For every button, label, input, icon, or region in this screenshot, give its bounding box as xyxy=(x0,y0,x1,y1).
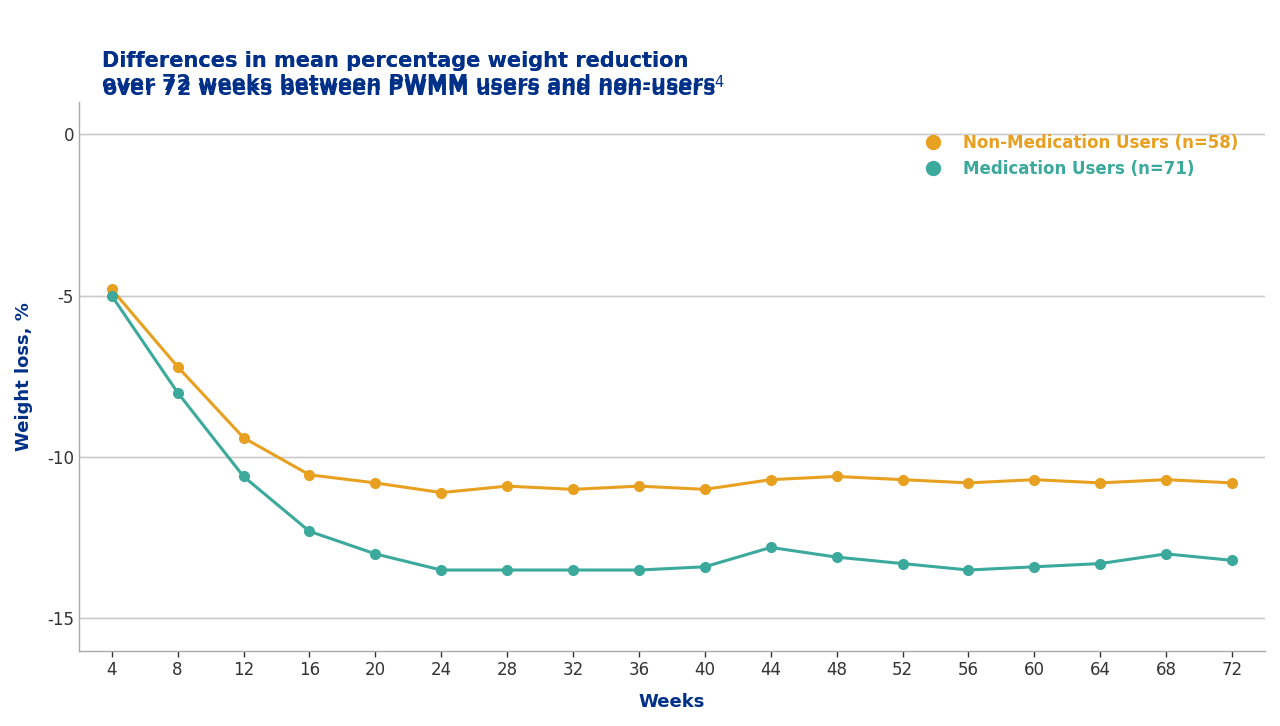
Text: Differences in mean percentage weight reduction
over 72 weeks between PWMM users: Differences in mean percentage weight re… xyxy=(102,51,726,100)
X-axis label: Weeks: Weeks xyxy=(639,693,705,711)
Y-axis label: Weight loss, %: Weight loss, % xyxy=(15,302,33,451)
Text: Differences in mean percentage weight reduction
over 72 weeks between PWMM users: Differences in mean percentage weight re… xyxy=(102,51,716,94)
Legend: Non-Medication Users (n=58), Medication Users (n=71): Non-Medication Users (n=58), Medication … xyxy=(910,127,1245,184)
